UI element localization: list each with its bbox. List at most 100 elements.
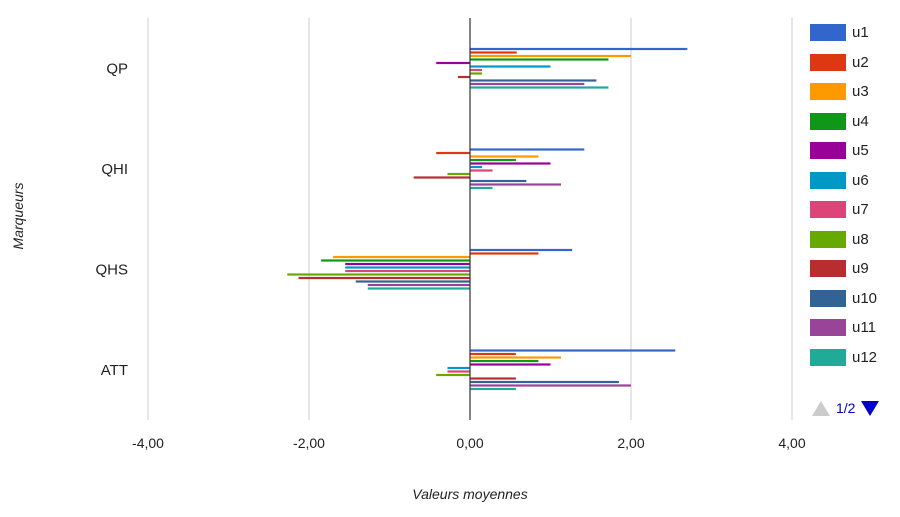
legend-item-u1[interactable]: u1	[810, 18, 900, 48]
bar-u8-qhi[interactable]	[447, 172, 470, 176]
bar-u9-att[interactable]	[470, 377, 516, 380]
legend-label: u7	[852, 201, 869, 219]
bar-u4-qhi[interactable]	[470, 158, 516, 162]
bar-u10-qp[interactable]	[470, 79, 597, 82]
bar-u10-qhi[interactable]	[470, 179, 527, 183]
y-tick-label: QHS	[95, 261, 128, 278]
bar-u3-att[interactable]	[470, 356, 561, 359]
legend-swatch	[810, 142, 846, 160]
legend-item-u3[interactable]: u3	[810, 77, 900, 107]
bar-u5-qp[interactable]	[436, 61, 470, 65]
legend-swatch	[810, 112, 846, 130]
bar-u7-att[interactable]	[447, 370, 470, 373]
bar-u12-att[interactable]	[470, 387, 516, 391]
legend-label: u12	[852, 348, 878, 366]
legend-item-u12[interactable]: u12	[810, 343, 900, 373]
bar-u12-qhs[interactable]	[367, 287, 470, 290]
bar-u3-qhi[interactable]	[470, 155, 539, 158]
bar-u5-qhs[interactable]	[345, 262, 470, 266]
legend-swatch	[810, 319, 846, 337]
x-tick-label: 2,00	[617, 435, 644, 451]
legend-swatch	[810, 171, 846, 189]
bar-u12-qhi[interactable]	[470, 186, 493, 190]
legend-swatch	[810, 53, 846, 71]
bar-u12-qp[interactable]	[470, 86, 609, 89]
legend-label: u1	[852, 24, 869, 42]
bar-u7-qp[interactable]	[470, 68, 483, 72]
legend-item-u6[interactable]: u6	[810, 166, 900, 196]
tick-labels: -4,00 -2,00 0,00 2,00 4,00 QP QHI QHS ATT	[95, 60, 805, 451]
grid-lines	[147, 18, 793, 420]
legend-label: u9	[852, 260, 869, 278]
bar-u5-qhi[interactable]	[470, 162, 551, 165]
legend-swatch	[810, 83, 846, 101]
bar-u10-att[interactable]	[470, 380, 619, 384]
bar-u1-qhi[interactable]	[470, 148, 585, 151]
legend-label: u8	[852, 230, 869, 248]
bar-u3-qp[interactable]	[470, 54, 631, 58]
legend-swatch	[810, 230, 846, 248]
y-tick-label: QP	[106, 60, 128, 77]
legend-item-u2[interactable]: u2	[810, 48, 900, 78]
bar-u11-att[interactable]	[470, 384, 631, 387]
legend-label: u2	[852, 53, 869, 71]
legend-swatch	[810, 24, 846, 42]
bar-u11-qhs[interactable]	[367, 283, 470, 287]
bar-u6-qhi[interactable]	[470, 165, 483, 169]
bar-u9-qp[interactable]	[457, 75, 470, 79]
legend-item-u4[interactable]: u4	[810, 107, 900, 137]
bar-u2-qhi[interactable]	[436, 151, 470, 155]
x-tick-label: 4,00	[778, 435, 805, 451]
bar-u10-qhs[interactable]	[355, 280, 470, 283]
bar-u1-qhs[interactable]	[470, 248, 573, 252]
bar-u11-qp[interactable]	[470, 82, 585, 86]
legend-label: u5	[852, 142, 869, 160]
bar-u1-att[interactable]	[470, 349, 676, 352]
legend-swatch	[810, 260, 846, 278]
legend-label: u4	[852, 112, 869, 130]
bar-u4-qhs[interactable]	[321, 259, 470, 262]
legend-item-u10[interactable]: u10	[810, 284, 900, 314]
x-tick-label: -4,00	[132, 435, 164, 451]
bar-u2-att[interactable]	[470, 352, 516, 356]
bar-u7-qhi[interactable]	[470, 169, 493, 172]
legend: u1 u2 u3 u4 u5 u6 u7 u8 u9 u10 u11 u12	[810, 18, 900, 372]
bar-u7-qhs[interactable]	[345, 269, 470, 273]
page-down-icon[interactable]	[861, 400, 880, 416]
bar-u4-att[interactable]	[470, 359, 539, 363]
legend-label: u6	[852, 171, 869, 189]
legend-pager: 1/2	[812, 400, 880, 416]
legend-label: u3	[852, 83, 869, 101]
y-axis-title-wrap: Marqueurs	[6, 120, 30, 320]
bar-u8-att[interactable]	[436, 373, 470, 377]
bar-u6-att[interactable]	[447, 366, 470, 370]
legend-label: u10	[852, 289, 878, 307]
page-up-icon[interactable]	[812, 400, 830, 416]
bar-u5-att[interactable]	[470, 363, 551, 366]
legend-item-u5[interactable]: u5	[810, 136, 900, 166]
legend-item-u9[interactable]: u9	[810, 254, 900, 284]
bar-u9-qhs[interactable]	[298, 276, 470, 280]
bar-u9-qhi[interactable]	[413, 176, 470, 179]
x-tick-label: -2,00	[293, 435, 325, 451]
legend-item-u7[interactable]: u7	[810, 195, 900, 225]
bar-u1-qp[interactable]	[470, 47, 688, 51]
bar-u2-qp[interactable]	[470, 51, 517, 54]
y-tick-label: ATT	[101, 362, 128, 379]
legend-swatch	[810, 289, 846, 307]
bar-u3-qhs[interactable]	[333, 255, 470, 259]
bar-u2-qhs[interactable]	[470, 252, 539, 255]
bar-u6-qhs[interactable]	[345, 266, 470, 269]
bar-u8-qp[interactable]	[470, 72, 483, 75]
legend-page-indicator: 1/2	[836, 400, 856, 416]
legend-label: u11	[852, 319, 876, 337]
bar-u8-qhs[interactable]	[287, 273, 470, 276]
bars	[287, 47, 688, 391]
bar-u4-qp[interactable]	[470, 58, 609, 61]
bar-u6-qp[interactable]	[470, 65, 551, 68]
legend-swatch	[810, 348, 846, 366]
bar-u11-qhi[interactable]	[470, 183, 561, 186]
legend-item-u11[interactable]: u11	[810, 313, 900, 343]
legend-item-u8[interactable]: u8	[810, 225, 900, 255]
x-tick-label: 0,00	[456, 435, 483, 451]
